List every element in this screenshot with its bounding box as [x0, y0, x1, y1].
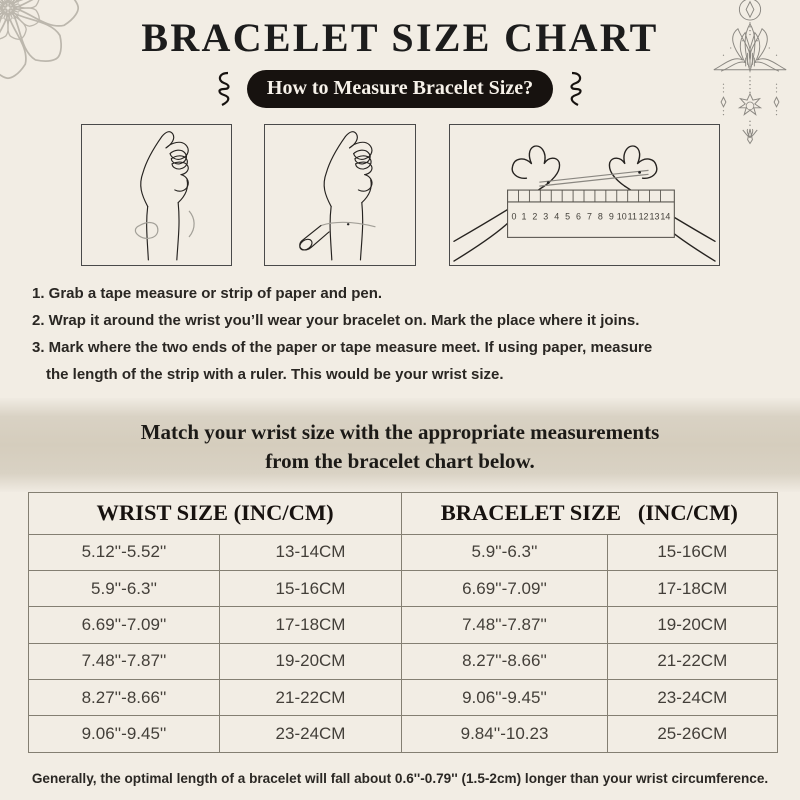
svg-text:2: 2 — [532, 212, 537, 222]
svg-text:9: 9 — [609, 212, 614, 222]
svg-text:13: 13 — [650, 212, 660, 222]
svg-text:11: 11 — [628, 212, 637, 222]
svg-text:14: 14 — [660, 212, 670, 222]
svg-text:1: 1 — [521, 212, 526, 222]
svg-text:5: 5 — [565, 212, 570, 222]
svg-text:6: 6 — [576, 212, 581, 222]
svg-text:8: 8 — [598, 212, 603, 222]
svg-text:12: 12 — [639, 212, 649, 222]
svg-text:7: 7 — [587, 212, 592, 222]
svg-text:10: 10 — [617, 212, 627, 222]
svg-text:3: 3 — [543, 212, 548, 222]
svg-text:4: 4 — [554, 212, 559, 222]
svg-text:0: 0 — [512, 212, 517, 222]
